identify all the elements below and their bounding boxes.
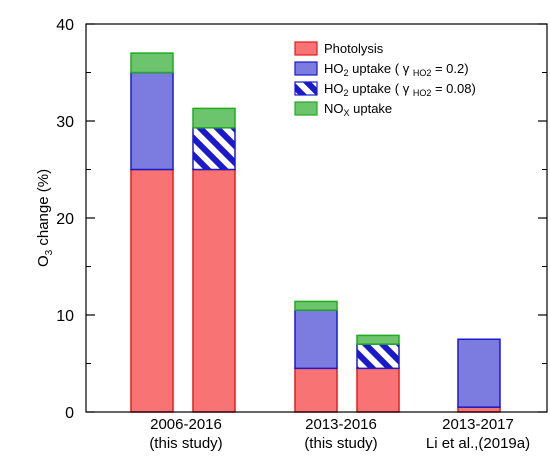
- x-category-label: 2006-2016: [150, 416, 222, 433]
- bar-2-ho2_008-segment: [192, 127, 236, 171]
- bar-4-ho2_008-segment: [356, 343, 400, 370]
- legend-label-nox: NOX uptake: [324, 101, 392, 118]
- legend-swatch-ho2_02: [294, 61, 318, 76]
- legend-label-ho2_008: HO2 uptake ( γ HO2 = 0.08): [324, 81, 476, 98]
- y-tick-label: 20: [56, 211, 74, 228]
- legend: Photolysis HO2 uptake ( γ HO2 = 0.2) HO2 u…: [294, 41, 476, 118]
- y-axis-label-prefix: O: [35, 255, 52, 267]
- bar-2-nox-segment: [192, 107, 236, 129]
- x-category-label: 2013-2017: [442, 416, 514, 433]
- bar-4-nox-segment: [356, 334, 400, 345]
- bars-layer: [130, 52, 501, 413]
- bar-1-ho2_02-segment: [130, 71, 174, 171]
- y-axis-label-suffix: change (%): [35, 169, 52, 250]
- bar-3-photolysis-segment: [294, 367, 338, 413]
- x-category-label: 2013-2016: [305, 416, 377, 433]
- bar-1-photolysis-segment: [130, 168, 174, 413]
- y-tick-label: 10: [56, 308, 74, 325]
- bar-4-photolysis-segment: [356, 367, 400, 413]
- axes-layer: 0 10 20 30 40 2006-2016 (this study) 2013-2016 (…: [56, 17, 547, 452]
- bar-3-nox-segment: [294, 300, 338, 311]
- bar-3-ho2_02-segment: [294, 309, 338, 370]
- bar-2-photolysis-segment: [192, 168, 236, 413]
- legend-swatch-ho2_008: [294, 81, 318, 96]
- bar-5-ho2_02-segment: [457, 338, 501, 408]
- y-axis-label: O3 change (%): [35, 169, 55, 267]
- legend-label-ho2_02: HO2 uptake ( γ HO2 = 0.2): [324, 61, 469, 78]
- y-tick-label: 0: [65, 405, 74, 422]
- y-tick-label: 40: [56, 17, 74, 34]
- y-axis-label-sub: 3: [44, 249, 55, 255]
- legend-label-photolysis: Photolysis: [324, 41, 384, 56]
- bar-1-nox-segment: [130, 52, 174, 74]
- x-category-label: Li et al.,(2019a): [426, 435, 530, 452]
- legend-swatch-nox: [294, 101, 318, 116]
- x-category-label: (this study): [304, 435, 377, 452]
- legend-swatch-photolysis: [294, 41, 318, 56]
- y-tick-label: 30: [56, 114, 74, 131]
- x-category-label: (this study): [149, 435, 222, 452]
